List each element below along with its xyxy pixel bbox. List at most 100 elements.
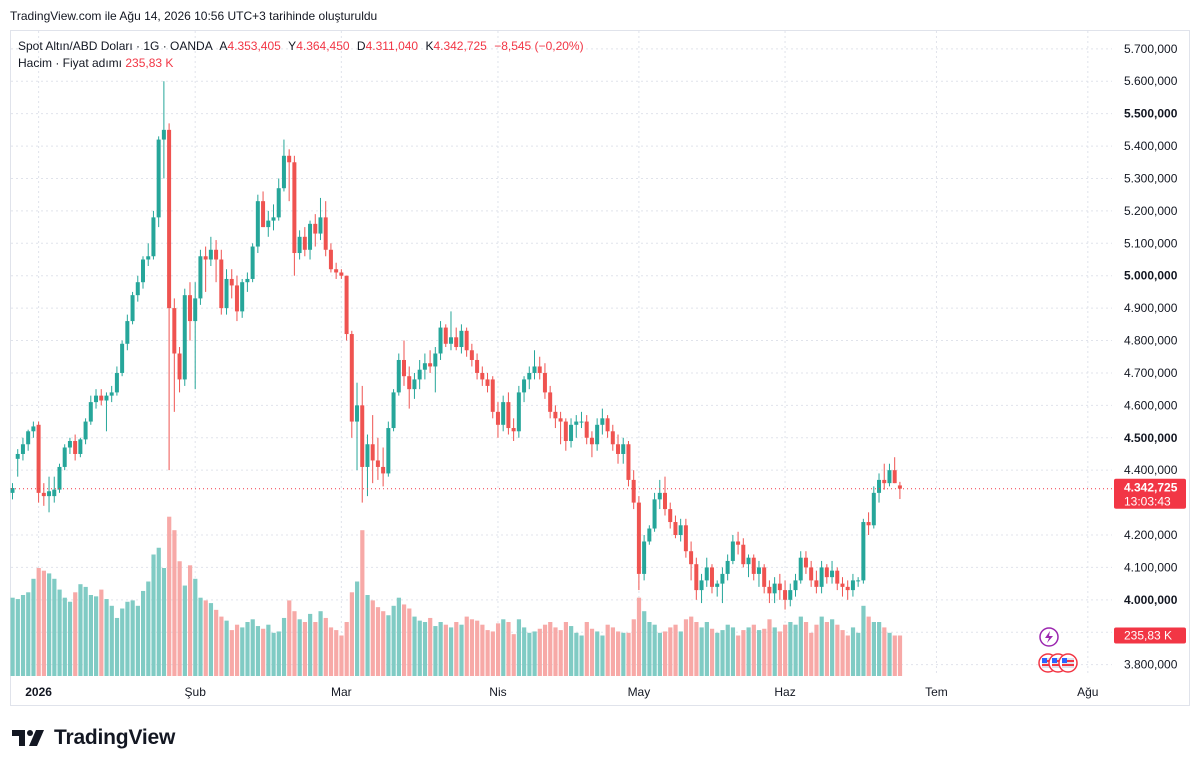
volume-bar: [339, 635, 344, 676]
volume-bar: [866, 616, 871, 676]
footer-brand[interactable]: TradingView: [54, 726, 176, 749]
volume-bar: [579, 635, 584, 676]
candle-body: [589, 437, 594, 445]
candle-body: [266, 220, 271, 228]
volume-bar: [10, 597, 15, 676]
candle-body: [67, 441, 72, 448]
candle-body: [798, 557, 803, 581]
last-price-label: 4.342,725: [1124, 481, 1178, 495]
flag-canton: [1062, 658, 1067, 663]
volume-bar: [751, 624, 756, 676]
volume-bar: [845, 635, 850, 676]
volume-bar: [422, 622, 428, 676]
volume-bar: [595, 631, 600, 676]
volume-bar: [762, 628, 767, 676]
volume-bar: [250, 619, 255, 676]
candle-body: [772, 583, 777, 594]
candle-body: [746, 557, 751, 565]
candle-body: [850, 580, 855, 591]
volume-bar: [161, 568, 167, 676]
candle-body: [422, 363, 427, 370]
volume-bar: [840, 630, 845, 676]
candle-body: [506, 402, 511, 429]
volume-bar: [610, 627, 615, 676]
volume-bar: [130, 600, 135, 676]
volume-bar: [459, 624, 464, 676]
volume-bar: [172, 530, 177, 676]
candle-body: [501, 402, 506, 425]
candle-body: [318, 217, 323, 234]
candle-body: [600, 418, 605, 425]
volume-bar: [433, 626, 438, 676]
candle-body: [52, 489, 57, 497]
volume-bar: [558, 630, 563, 676]
candle-body: [605, 418, 610, 432]
volume-bar: [527, 632, 532, 676]
y-axis-tick-label: 4.600,000: [1124, 398, 1178, 412]
volume-bar: [720, 630, 725, 676]
legend-symbol[interactable]: Spot Altın/ABD Doları · 1G · OANDA: [18, 39, 213, 53]
y-axis-tick-label: 4.900,000: [1124, 301, 1178, 315]
candle-body: [313, 223, 318, 234]
volume-bar: [323, 617, 328, 676]
volume-bar: [302, 622, 308, 676]
candle-body: [741, 544, 746, 565]
candle-body: [657, 492, 662, 500]
volume-bar: [480, 624, 485, 676]
legend-volume-label[interactable]: Hacim · Fiyat adımı: [18, 56, 123, 70]
y-axis-tick-label: 3.800,000: [1124, 658, 1178, 672]
candle-body: [720, 573, 725, 584]
y-axis-tick-label: 4.500,000: [1124, 431, 1178, 445]
candle-body: [814, 580, 819, 587]
candle-body: [616, 444, 621, 454]
candle-body: [109, 392, 114, 396]
flag-canton: [1042, 658, 1047, 663]
candle-body: [443, 327, 448, 344]
y-axis-tick-label: 5.000,000: [1124, 269, 1178, 283]
candle-body: [10, 488, 15, 493]
volume-bar: [537, 628, 542, 676]
volume-bar: [276, 631, 281, 676]
volume-bar: [542, 624, 548, 676]
candle-body: [563, 421, 568, 442]
volume-bar: [255, 626, 261, 676]
candle-body: [777, 583, 782, 591]
volume-bar: [271, 632, 276, 676]
y-axis-tick-label: 5.100,000: [1124, 236, 1178, 250]
candle-body: [208, 249, 213, 260]
volume-bar: [495, 623, 501, 676]
candle-body: [788, 590, 793, 600]
candle-body: [407, 376, 412, 390]
candle-body: [250, 246, 255, 279]
candle-body: [882, 479, 887, 484]
volume-bar: [485, 630, 490, 676]
volume-bar: [78, 584, 83, 676]
candle-body: [490, 379, 495, 412]
candle-body: [292, 162, 297, 254]
candle-body: [402, 359, 406, 377]
volume-bar: [600, 635, 605, 676]
legend-close-value: 4.342,725: [433, 39, 487, 53]
candle-body: [709, 567, 714, 587]
flag-canton: [1052, 658, 1057, 663]
volume-bar: [182, 585, 187, 676]
volume-bar: [756, 630, 762, 676]
candle-body: [104, 395, 109, 401]
volume-bar: [135, 605, 140, 676]
candle-body: [830, 570, 835, 578]
volume-bar: [850, 627, 856, 676]
candle-body: [495, 411, 500, 425]
volume-bar: [616, 631, 621, 676]
volume-bar: [177, 561, 182, 676]
flag-stripe: [1042, 660, 1054, 662]
flag-stripe: [1052, 660, 1064, 662]
candle-body: [887, 470, 892, 484]
flag-field: [1052, 658, 1064, 668]
volume-bar: [725, 624, 730, 676]
volume-bar: [746, 627, 751, 676]
volume-bar: [94, 596, 99, 676]
candle-body: [584, 421, 589, 438]
candle-body: [219, 259, 224, 309]
candle-body: [156, 139, 161, 218]
